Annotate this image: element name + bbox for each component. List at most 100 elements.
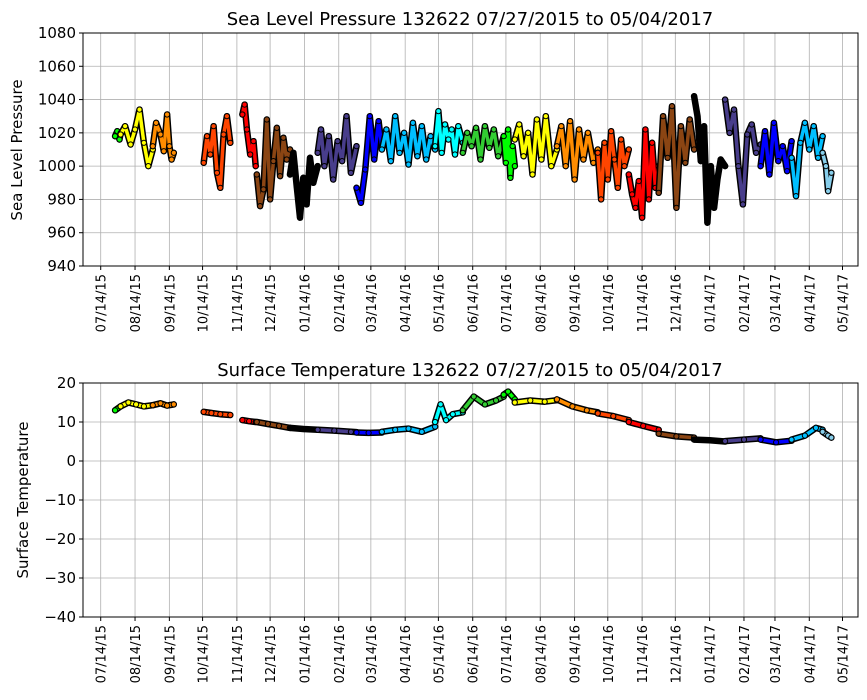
temp-xtick-label: 04/14/16 xyxy=(399,625,414,683)
slp-data-point xyxy=(227,139,234,146)
slp-series-line xyxy=(555,119,600,182)
slp-data-point xyxy=(691,146,698,153)
slp-data-point xyxy=(490,126,497,133)
slp-data-point xyxy=(378,146,385,153)
temp-data-point xyxy=(314,426,321,433)
slp-xtick-label: 10/14/16 xyxy=(602,274,617,332)
temp-data-point xyxy=(443,417,450,424)
slp-data-point xyxy=(477,156,484,163)
slp-data-point xyxy=(792,193,800,200)
slp-data-point xyxy=(290,149,297,156)
slp-data-point xyxy=(296,214,304,221)
temp-data-point xyxy=(740,436,748,443)
temp-data-point xyxy=(331,427,338,434)
slp-data-point xyxy=(507,174,514,181)
slp-xtick-label: 02/14/17 xyxy=(738,274,753,332)
slp-data-point xyxy=(775,158,782,165)
slp-data-point xyxy=(707,163,714,170)
slp-xtick-label: 09/14/16 xyxy=(569,274,584,332)
slp-data-point xyxy=(200,159,207,166)
slp-data-point xyxy=(495,153,502,160)
slp-data-point xyxy=(448,126,455,133)
temp-data-point xyxy=(275,422,283,429)
temp-data-point xyxy=(365,429,372,436)
slp-data-point xyxy=(660,113,667,120)
slp-xtick-label: 11/14/15 xyxy=(231,274,246,332)
slp-data-point xyxy=(263,116,270,123)
slp-data-point xyxy=(366,113,373,120)
slp-ytick-label: 980 xyxy=(47,190,76,208)
slp-data-point xyxy=(677,123,685,130)
slp-data-point xyxy=(213,169,221,176)
slp-data-point xyxy=(330,176,337,183)
slp-series-line xyxy=(513,114,559,177)
temp-data-point xyxy=(164,402,171,409)
slp-data-point xyxy=(375,118,382,125)
slp-data-point xyxy=(334,138,341,145)
temp-data-point xyxy=(300,425,307,433)
surface-temperature-title: Surface Temperature 132622 07/27/2015 to… xyxy=(217,360,722,381)
slp-data-point xyxy=(117,131,124,138)
slp-data-point xyxy=(157,131,164,138)
slp-data-point xyxy=(455,123,462,130)
slp-data-point xyxy=(819,149,826,156)
slp-xtick-label: 10/14/15 xyxy=(197,274,212,332)
sea-level-pressure-ylabel: Sea Level Pressure xyxy=(8,79,26,220)
temp-data-point xyxy=(347,428,354,435)
slp-data-point xyxy=(149,143,156,150)
slp-data-point xyxy=(649,139,656,146)
slp-data-point xyxy=(825,188,832,195)
slp-data-point xyxy=(625,146,632,153)
temp-series-line xyxy=(255,420,292,430)
slp-data-point xyxy=(625,171,632,178)
slp-data-point xyxy=(131,126,139,133)
slp-data-point xyxy=(241,101,248,108)
slp-series-line xyxy=(627,127,661,220)
slp-data-point xyxy=(744,131,751,138)
sea-level-pressure-axes-frame xyxy=(82,32,859,267)
slp-data-point xyxy=(112,133,119,140)
temp-data-point xyxy=(437,401,444,408)
slp-data-point xyxy=(608,128,615,135)
slp-data-point xyxy=(468,143,475,150)
slp-xtick-label: 03/14/16 xyxy=(365,274,380,332)
temp-data-point xyxy=(594,410,601,417)
slp-data-point xyxy=(170,149,177,156)
temp-xtick-label: 09/14/16 xyxy=(569,625,584,683)
temp-data-point xyxy=(801,432,809,439)
slp-data-point xyxy=(567,118,574,125)
temp-data-point xyxy=(117,403,124,410)
temp-data-point xyxy=(541,398,548,405)
temp-data-point xyxy=(264,420,271,428)
slp-data-point xyxy=(538,156,545,163)
slp-series-line xyxy=(820,151,834,193)
slp-data-point xyxy=(598,196,605,203)
slp-data-point xyxy=(714,176,721,183)
temp-data-point xyxy=(432,418,439,426)
temp-xtick-label: 06/14/16 xyxy=(467,625,482,683)
slp-data-point xyxy=(553,143,561,150)
slp-data-point xyxy=(779,143,786,150)
slp-xtick-label: 05/14/16 xyxy=(432,274,447,332)
slp-data-point xyxy=(735,163,742,170)
temp-data-point xyxy=(569,403,576,410)
slp-data-point xyxy=(520,153,527,160)
slp-data-point xyxy=(828,169,835,176)
slp-data-point xyxy=(371,156,378,163)
temp-xtick-label: 10/14/15 xyxy=(197,625,212,683)
temp-xtick-label: 03/14/16 xyxy=(365,625,380,683)
slp-data-point xyxy=(203,133,211,140)
slp-data-point xyxy=(575,126,583,133)
temp-xtick-label: 05/14/16 xyxy=(432,625,447,683)
slp-data-point xyxy=(516,121,523,128)
slp-data-point xyxy=(438,149,445,156)
slp-data-point xyxy=(502,159,509,166)
temp-data-point xyxy=(149,402,156,409)
temp-data-point xyxy=(640,422,647,429)
slp-xtick-label: 12/14/16 xyxy=(669,274,684,332)
slp-data-point xyxy=(257,203,264,210)
slp-data-point xyxy=(253,171,260,178)
slp-data-point xyxy=(451,151,459,158)
slp-data-point xyxy=(441,121,449,128)
